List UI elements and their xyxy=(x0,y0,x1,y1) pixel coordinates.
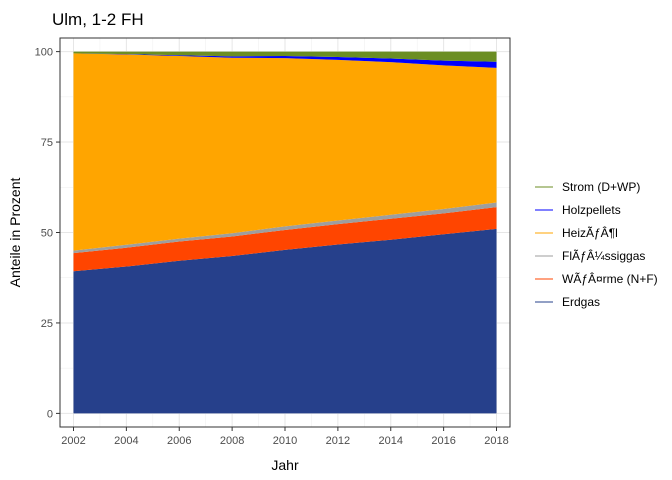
legend-item: Erdgas xyxy=(535,295,600,309)
area-fl-ssiggas xyxy=(73,202,497,254)
y-tick-label: 100 xyxy=(35,47,53,59)
x-tick-label: 2004 xyxy=(114,435,138,447)
axes: 2002 2004 2006 2008 2010 2012 2014 2016 2018 0 25 5… xyxy=(35,37,511,447)
y-tick-label: 25 xyxy=(41,318,53,330)
area-erdgas xyxy=(73,228,497,414)
legend-label: HeizÃƒÂ¶l xyxy=(562,225,618,240)
legend-label: FlÃƒÂ¼ssiggas xyxy=(562,248,645,263)
x-tick-label: 2006 xyxy=(167,435,191,447)
legend: Strom (D+WP) Holzpellets HeizÃƒÂ¶l FlÃƒÂ¼ss… xyxy=(535,180,658,309)
legend-label: WÃƒÂ¤rme (N+F) xyxy=(562,271,658,286)
x-tick-label: 2008 xyxy=(220,435,244,447)
x-tick-label: 2002 xyxy=(61,435,85,447)
legend-item: Holzpellets xyxy=(535,203,621,217)
legend-item: FlÃƒÂ¼ssiggas xyxy=(535,248,645,263)
x-tick-label: 2010 xyxy=(273,435,297,447)
area-strom-d-wp- xyxy=(73,51,497,62)
x-axis-title: Jahr xyxy=(271,457,299,473)
chart-title: Ulm, 1-2 FH xyxy=(52,10,144,29)
x-tick-label: 2016 xyxy=(431,435,455,447)
legend-label: Erdgas xyxy=(562,295,600,309)
x-tick-label: 2014 xyxy=(379,435,403,447)
area-series xyxy=(73,51,497,414)
legend-label: Strom (D+WP) xyxy=(562,180,640,194)
legend-item: Strom (D+WP) xyxy=(535,180,640,194)
area-holzpellets xyxy=(73,53,497,68)
y-tick-label: 50 xyxy=(41,228,53,240)
area-heiz-l xyxy=(73,53,497,251)
y-tick-label: 0 xyxy=(47,408,53,420)
legend-item: HeizÃƒÂ¶l xyxy=(535,225,618,240)
legend-item: WÃƒÂ¤rme (N+F) xyxy=(535,271,658,286)
x-tick-label: 2018 xyxy=(484,435,508,447)
legend-label: Holzpellets xyxy=(562,203,621,217)
x-tick-label: 2012 xyxy=(326,435,350,447)
area-w-rme-n-f- xyxy=(73,207,497,272)
y-axis-title: Anteile in Prozent xyxy=(7,178,23,288)
y-tick-label: 75 xyxy=(41,137,53,149)
